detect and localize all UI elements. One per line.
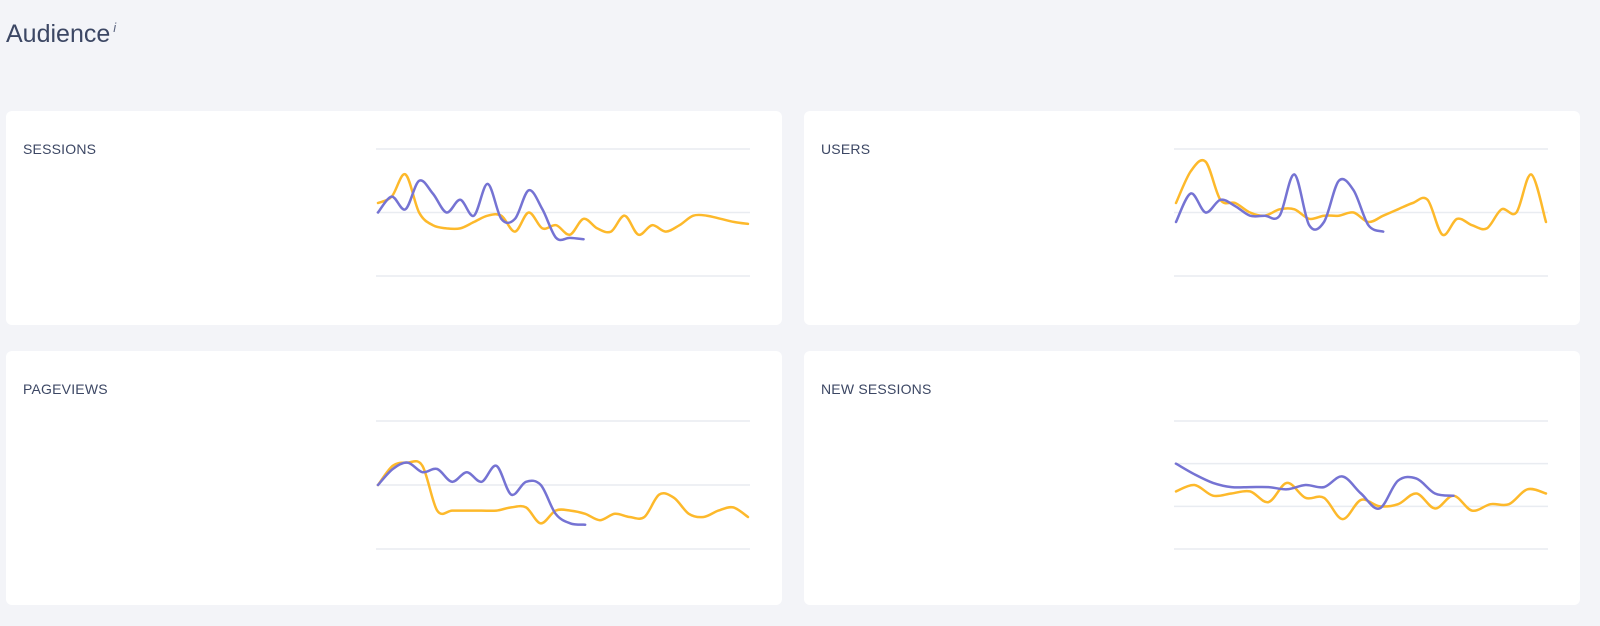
- card-title: SESSIONS: [23, 141, 97, 157]
- page-title-text: Audience: [6, 20, 111, 48]
- users-card: USERS: [804, 111, 1580, 325]
- sessions-card: SESSIONS: [6, 111, 782, 325]
- card-title: USERS: [821, 141, 871, 157]
- previous-series-line: [1174, 462, 1455, 510]
- current-series-line: [1174, 158, 1548, 237]
- current-series-line: [376, 459, 750, 525]
- info-icon[interactable]: i: [113, 20, 117, 35]
- sessions-chart: [376, 148, 750, 277]
- new-sessions-chart: [1174, 420, 1548, 550]
- previous-series-line: [376, 461, 587, 526]
- pageviews-chart: [376, 420, 750, 550]
- card-title: PAGEVIEWS: [23, 381, 108, 397]
- pageviews-card: PAGEVIEWS: [6, 351, 782, 605]
- current-series-line: [1174, 481, 1548, 521]
- users-chart: [1174, 148, 1548, 277]
- new-sessions-card: NEW SESSIONS: [804, 351, 1580, 605]
- previous-series-line: [376, 179, 585, 242]
- card-title: NEW SESSIONS: [821, 381, 932, 397]
- page-title: Audience i: [6, 20, 116, 49]
- previous-series-line: [1174, 173, 1385, 233]
- current-series-line: [376, 173, 750, 237]
